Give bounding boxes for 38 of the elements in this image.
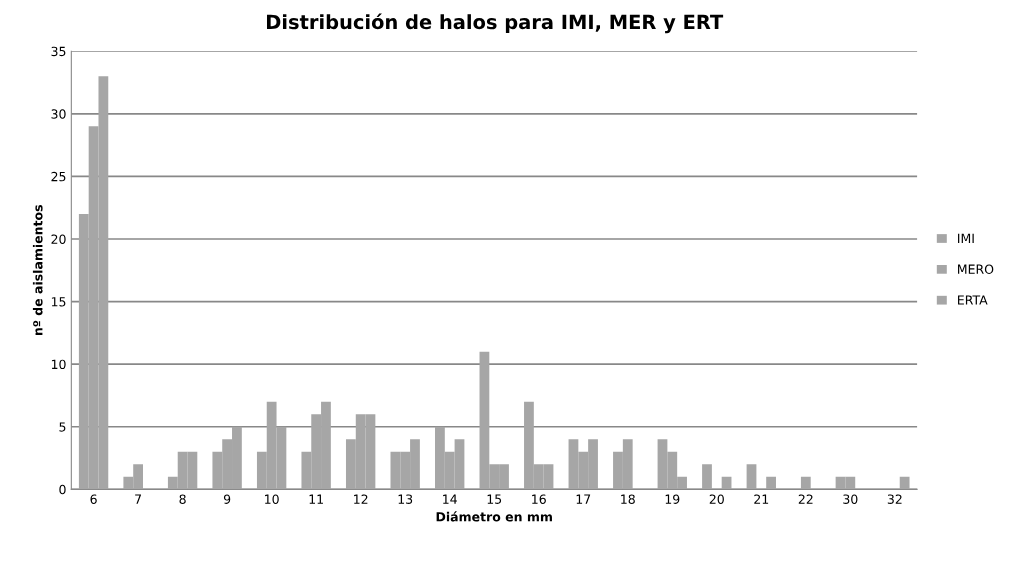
x-tick-label: 12 <box>354 494 368 504</box>
chart-title: Distribución de halos para IMI, MER y ERT <box>266 13 724 34</box>
bar <box>800 476 811 490</box>
x-tick-label: 10 <box>265 494 279 504</box>
y-tick-label: 35 <box>51 46 66 57</box>
y-tick-label: 25 <box>51 171 66 182</box>
x-tick-label: 15 <box>487 494 502 504</box>
x-tick-label: 7 <box>135 494 142 504</box>
bar <box>702 464 712 490</box>
x-tick-label: 30 <box>843 494 858 504</box>
x-tick-label: 9 <box>223 494 231 504</box>
x-tick-label: 8 <box>179 494 186 504</box>
legend-label: MERO <box>958 264 994 274</box>
x-tick-label: 18 <box>621 494 635 504</box>
y-tick-label: 30 <box>51 109 66 119</box>
bar <box>899 476 910 490</box>
x-tick-label: 17 <box>576 494 591 504</box>
y-tick-label: 5 <box>59 422 66 432</box>
bar <box>746 464 757 490</box>
y-tick-label: 0 <box>59 484 66 495</box>
x-tick-label: 14 <box>443 494 457 504</box>
y-axis-title: nº de aislamientos <box>32 205 43 336</box>
x-tick-label: 13 <box>398 494 413 504</box>
x-tick-label: 6 <box>90 494 97 504</box>
x-tick-label: 16 <box>532 494 546 504</box>
x-axis-title: Diámetro en mm <box>436 511 552 522</box>
y-tick-label: 20 <box>51 234 66 244</box>
legend-label: ERTA <box>958 295 988 305</box>
x-tick-label: 32 <box>887 494 902 504</box>
x-tick-label: 19 <box>665 494 680 504</box>
legend-label: IMI <box>958 233 974 243</box>
bar <box>766 476 776 490</box>
x-tick-label: 20 <box>709 494 724 504</box>
y-tick-label: 10 <box>51 359 66 370</box>
y-tick-label: 15 <box>51 297 66 307</box>
x-tick-label: 11 <box>309 494 323 504</box>
x-tick-label: 21 <box>754 494 769 504</box>
x-tick-label: 22 <box>798 494 813 504</box>
